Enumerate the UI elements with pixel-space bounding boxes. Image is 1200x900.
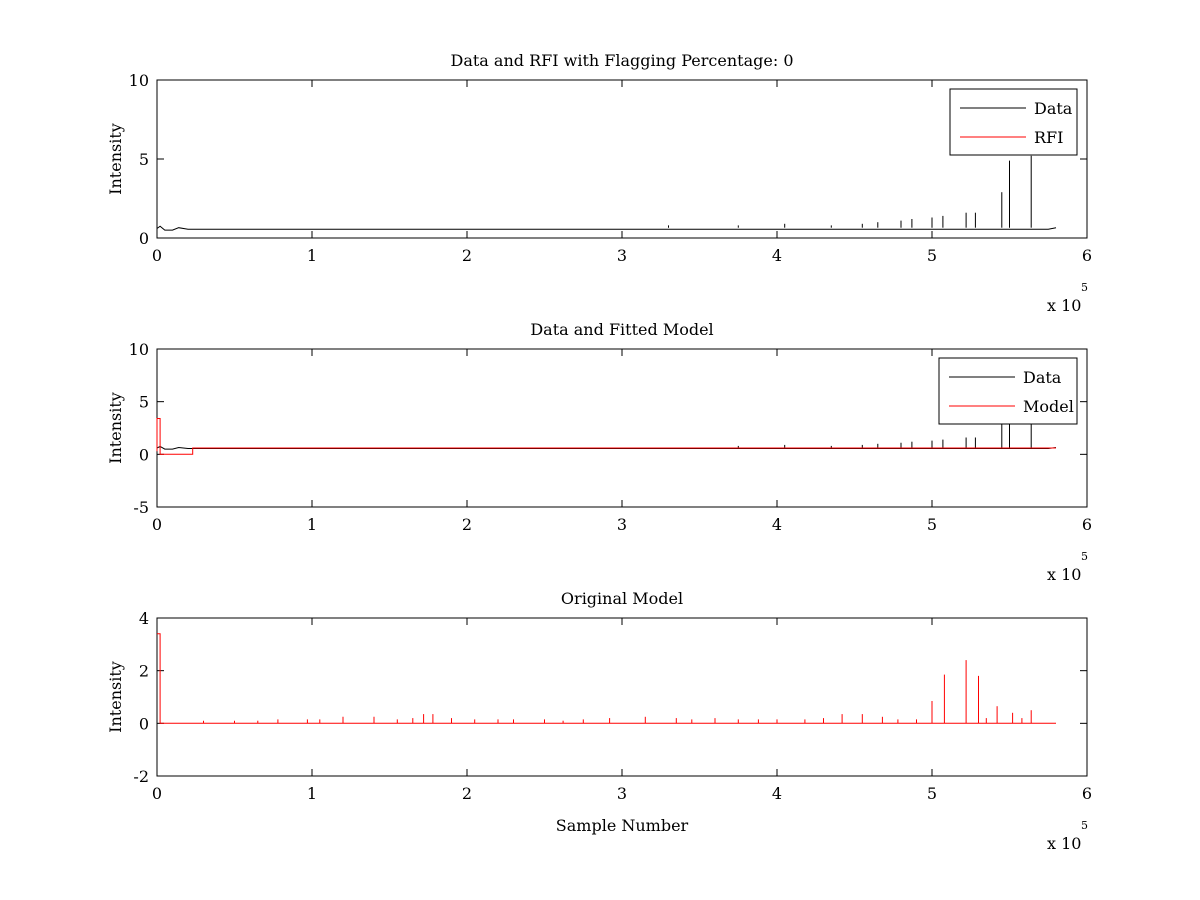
series-data: [156, 155, 1057, 231]
chart-title: Data and Fitted Model: [530, 320, 713, 339]
y-tick-label: -2: [133, 767, 149, 786]
x-axis-label: Sample Number: [556, 816, 689, 835]
x-tick-label: 2: [462, 515, 472, 534]
x-tick-label: 4: [772, 246, 782, 265]
axes-box: [156, 348, 1088, 508]
chart-title: Original Model: [561, 589, 683, 608]
y-tick-label: 0: [139, 229, 149, 248]
legend: Data Model: [938, 357, 1078, 425]
legend-box: [949, 88, 1078, 156]
x-tick-label: 0: [152, 784, 162, 803]
legend-label: Data: [1023, 368, 1062, 387]
series-model: [157, 633, 1056, 724]
axes-box: [156, 79, 1088, 239]
x-tick-label: 6: [1082, 515, 1092, 534]
x-exponent-base: x 10: [1047, 296, 1081, 315]
x-tick-label: 5: [927, 515, 937, 534]
x-exponent-base: x 10: [1047, 565, 1081, 584]
x-tick-label: 0: [152, 515, 162, 534]
x-tick-label: 2: [462, 246, 472, 265]
x-exponent-power: 5: [1081, 550, 1088, 563]
x-tick-label: 1: [307, 246, 317, 265]
x-exponent-base: x 10: [1047, 834, 1081, 853]
y-tick-label: 2: [139, 662, 149, 681]
chart-panel-1: Data and RFI with Flagging Percentage: 0…: [106, 51, 1092, 315]
x-tick-label: 3: [617, 515, 627, 534]
chart-panel-3: Original Model Intensity Sample Number 0 1 2 3…: [106, 589, 1092, 853]
x-tick-label: 6: [1082, 246, 1092, 265]
x-tick-label: 4: [772, 784, 782, 803]
series-line: [156, 418, 1056, 455]
y-axis-label: Intensity: [106, 661, 125, 733]
chart-title: Data and RFI with Flagging Percentage: 0: [450, 51, 793, 70]
x-tick-label: 0: [152, 246, 162, 265]
x-tick-label: 3: [617, 246, 627, 265]
y-tick-label: 0: [139, 714, 149, 733]
x-tick-label: 1: [307, 784, 317, 803]
y-tick-label: 4: [139, 609, 149, 628]
x-tick-label: 6: [1082, 784, 1092, 803]
x-tick-label: 4: [772, 515, 782, 534]
y-tick-label: 10: [129, 340, 149, 359]
x-tick-label: 2: [462, 784, 472, 803]
legend-label: Data: [1034, 99, 1073, 118]
axes-box: [156, 617, 1088, 777]
legend: Data RFI: [949, 88, 1078, 156]
x-exponent-power: 5: [1081, 281, 1088, 294]
legend-label: Model: [1023, 397, 1074, 416]
y-tick-label: -5: [133, 498, 149, 517]
legend-label: RFI: [1034, 128, 1063, 147]
y-axis-label: Intensity: [106, 123, 125, 195]
y-tick-label: 5: [139, 150, 149, 169]
series-line: [156, 225, 1057, 231]
x-tick-label: 5: [927, 784, 937, 803]
y-axis-label: Intensity: [106, 392, 125, 464]
x-exponent-power: 5: [1081, 819, 1088, 832]
x-tick-label: 3: [617, 784, 627, 803]
y-tick-label: 0: [139, 445, 149, 464]
series-line: [157, 633, 1056, 724]
y-tick-label: 10: [129, 71, 149, 90]
legend-box: [938, 357, 1078, 425]
y-tick-label: 5: [139, 393, 149, 412]
series-model: [156, 418, 1056, 455]
x-tick-label: 1: [307, 515, 317, 534]
x-tick-label: 5: [927, 246, 937, 265]
